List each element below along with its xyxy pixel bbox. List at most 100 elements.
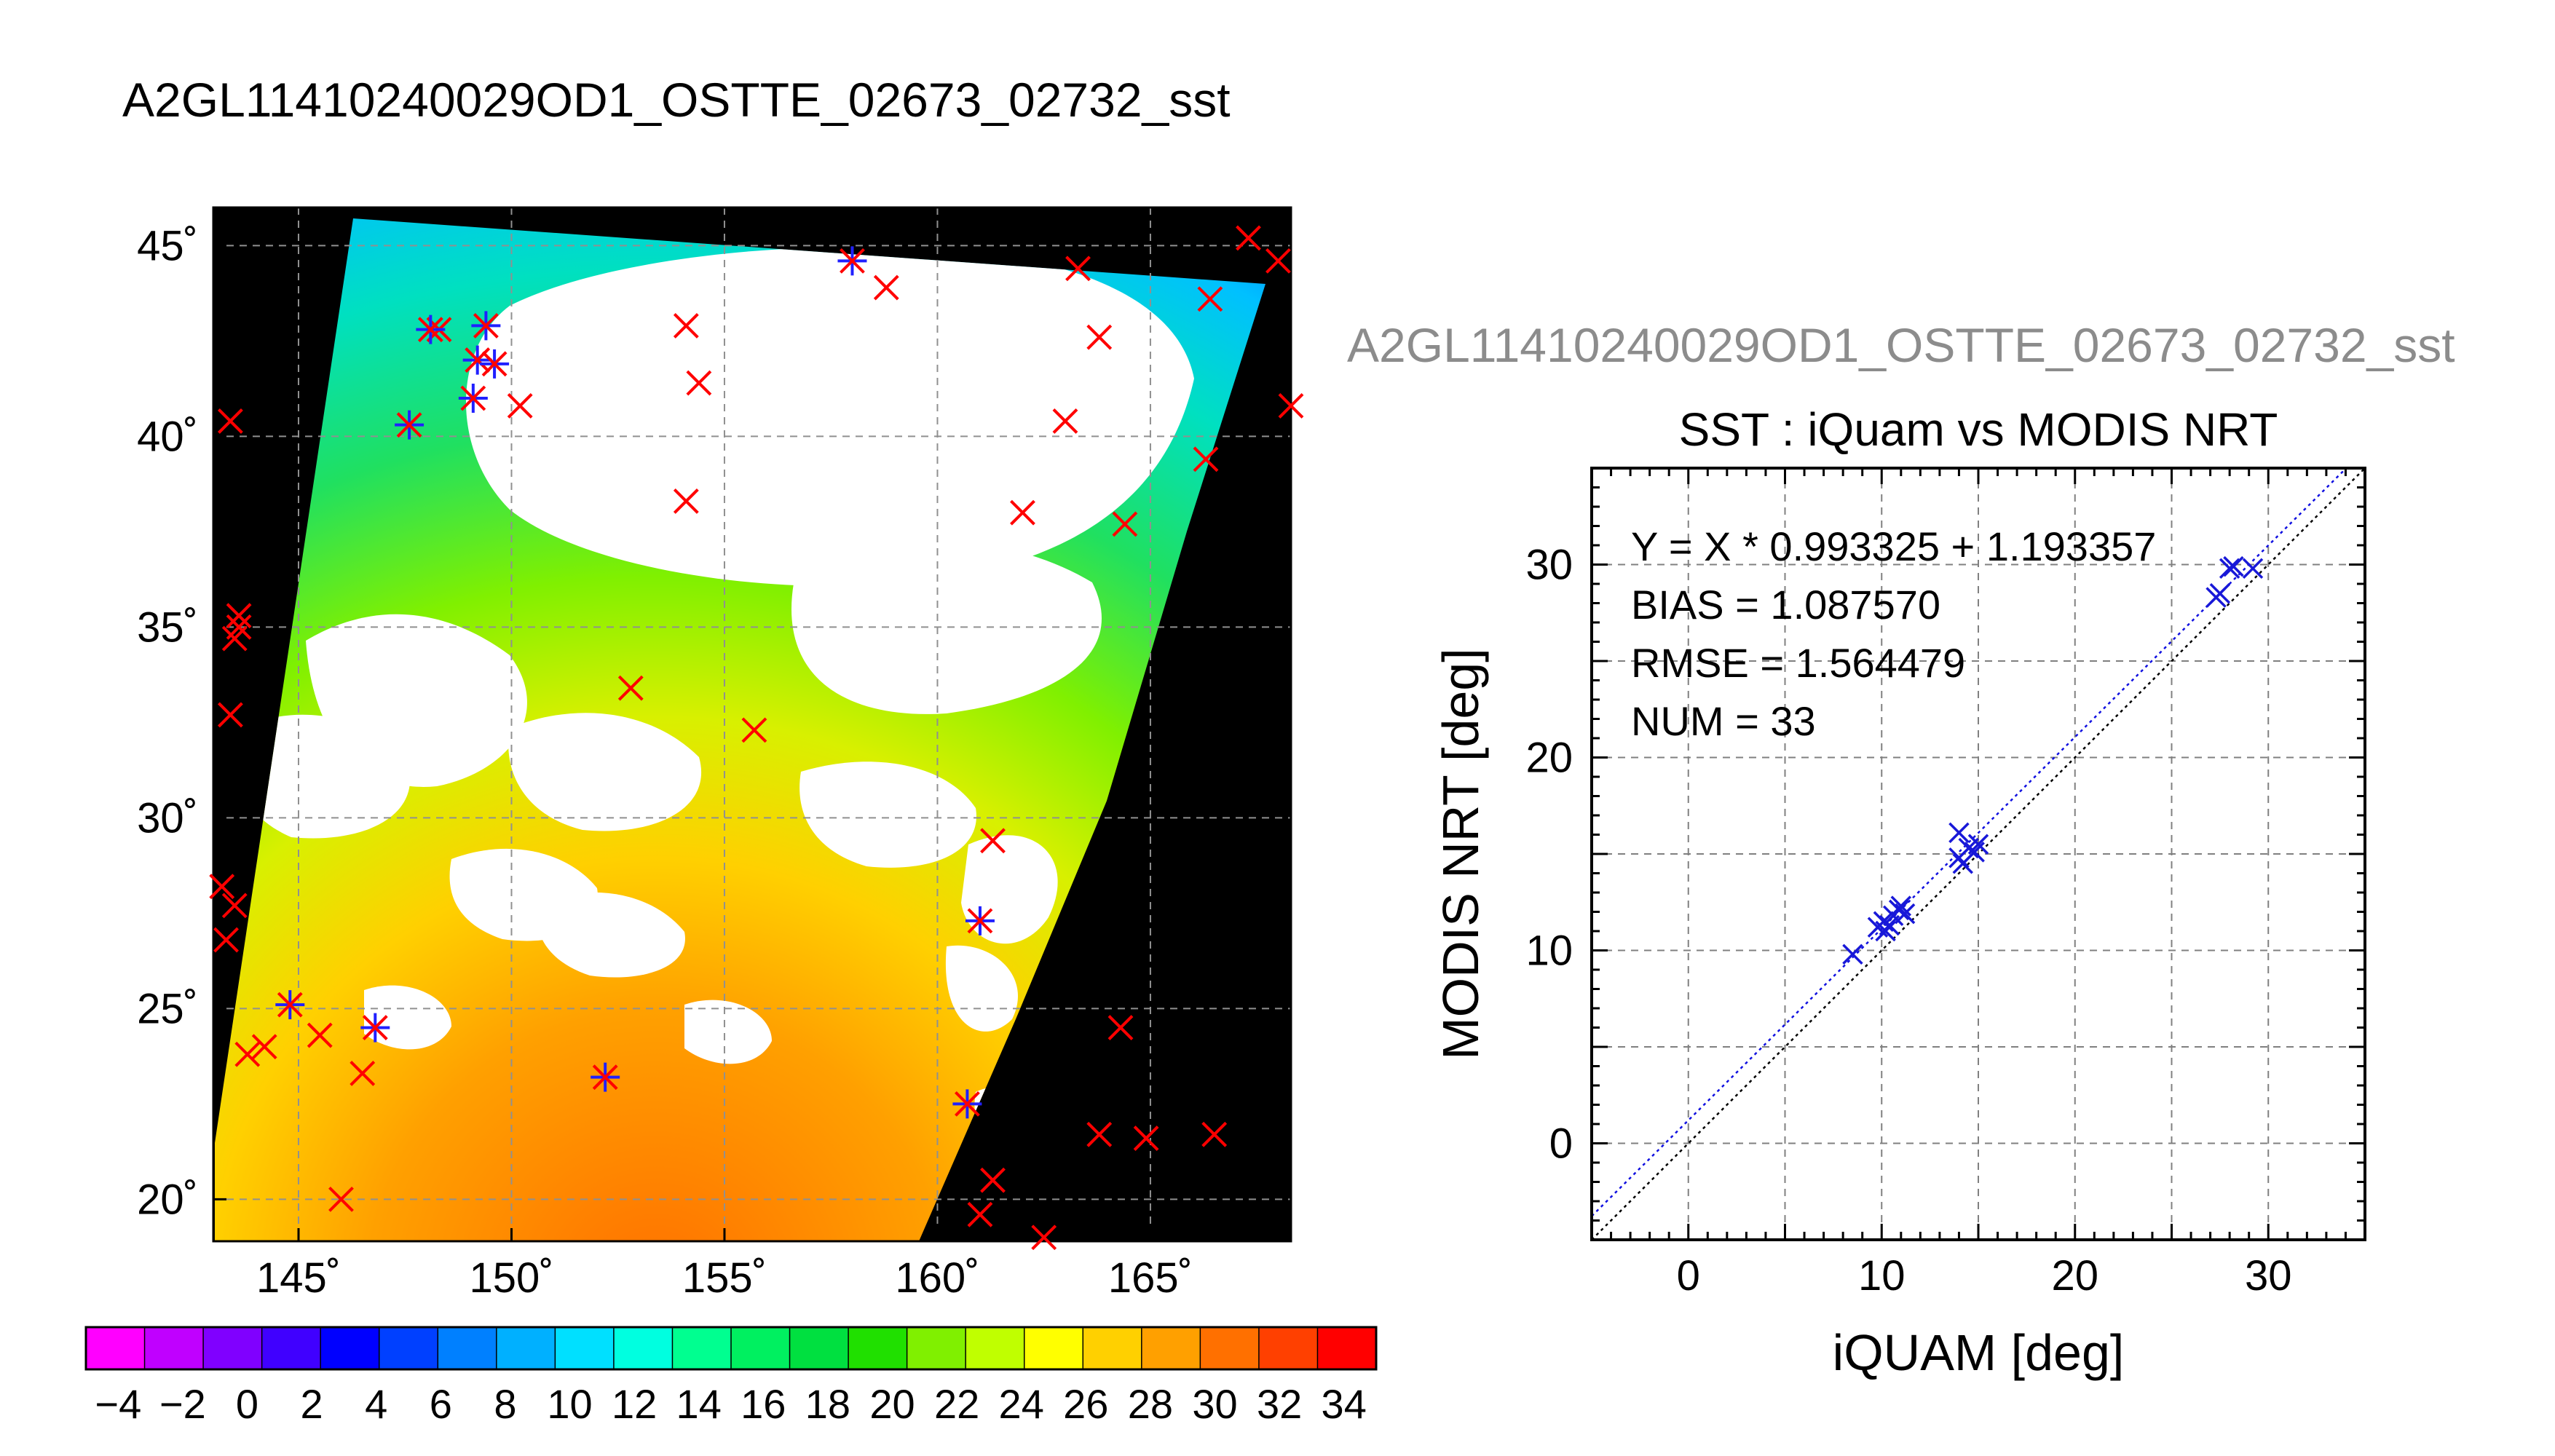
map-x-tick-label: 145˚ [256,1254,341,1302]
colorbar-tick-label: 10 [547,1381,592,1427]
red-x-marker [1236,225,1261,251]
colorbar-tick-label: −2 [159,1381,206,1427]
red-x-marker [328,1186,354,1212]
scatter-point [1879,914,1900,936]
scatter-title: SST : iQuam vs MODIS NRT [1679,403,2278,456]
scatter-point [1964,842,1985,863]
colorbar-swatch [1024,1327,1083,1369]
red-x-marker [1086,1121,1113,1147]
blue-star-marker [965,906,995,935]
blue-star-marker [462,345,492,375]
map-markers [209,225,1304,1251]
blue-star-marker [591,1062,620,1092]
colorbar-tick-label: 26 [1063,1381,1108,1427]
colorbar-tick-label: 34 [1322,1381,1367,1427]
red-x-marker [221,625,248,652]
scatter-point [1842,943,1863,965]
red-x-marker [967,1201,993,1227]
map-y-tick-label: 35˚ [137,604,198,651]
red-x-marker [234,1041,261,1067]
red-x-marker [1278,393,1304,419]
scatter-stat-line: Y = X * 0.993325 + 1.193357 [1631,523,2156,569]
colorbar-swatch [144,1327,204,1369]
scatter-points [1842,555,2264,965]
fit-line [1592,468,2348,1217]
page-title: A2GL11410240029OD1_OSTTE_02673_02732_sst [122,73,1231,127]
colorbar-swatch [789,1327,849,1369]
scatter-point [1873,911,1895,932]
scatter-stat-line: RMSE = 1.564479 [1631,640,1965,686]
scatter-x-tick-labels: 0 10 20 30 [1677,1252,2292,1299]
colorbar-swatch [1258,1327,1319,1369]
colorbar: −4 −2 0 2 4 6 8 10 12 14 16 18 20 22 24 26 28 30 32 34 [84,1326,1378,1427]
colorbar-tick-label: 2 [301,1381,323,1427]
scatter-x-tick-label: 30 [2245,1252,2292,1299]
colorbar-tick-label: 8 [494,1381,516,1427]
blue-star-marker [458,383,488,413]
colorbar-tick-label: 24 [999,1381,1044,1427]
colorbar-swatch [613,1327,674,1369]
scatter-x-tick-label: 0 [1677,1252,1700,1299]
colorbar-tick-label: 32 [1257,1381,1302,1427]
red-x-marker [1065,256,1091,282]
map-x-tick-label: 165˚ [1108,1254,1193,1302]
red-x-marker [307,1022,333,1048]
scatter-y-tick-labels: 0 10 20 30 [1525,542,1573,1168]
sst-map-panel: 145˚ 150˚ 155˚ 160˚ 165˚ 20˚ 25˚ 30˚ 35˚ 40˚ 45˚ [137,206,1304,1302]
colorbar-swatch [965,1327,1025,1369]
colorbar-swatch [1317,1327,1377,1369]
map-gridlines [213,207,1291,1241]
colorbar-swatch [848,1327,908,1369]
colorbar-tick-label: 12 [612,1381,657,1427]
map-y-tick-label: 20˚ [137,1176,198,1223]
map-y-tick-labels: 20˚ 25˚ 30˚ 35˚ 40˚ 45˚ [137,222,198,1223]
colorbar-swatch [672,1327,732,1369]
scatter-point [2219,558,2240,579]
red-x-marker [617,675,644,701]
colorbar-tick-label: 22 [934,1381,979,1427]
scatter-ticks [1592,468,2365,1240]
map-frame [212,206,1292,1243]
blue-star-marker [837,246,867,276]
red-x-marker [507,393,533,419]
red-x-marker [350,1061,376,1086]
map-x-tick-label: 155˚ [682,1254,767,1302]
scatter-gridlines [1592,468,2365,1240]
colorbar-swatch [907,1327,966,1369]
blue-star-marker [275,990,305,1020]
scatter-lines [1592,468,2365,1240]
blue-star-marker [480,349,510,379]
red-x-marker [1201,1121,1228,1147]
colorbar-swatch [1083,1327,1142,1369]
red-x-marker [873,274,899,301]
colorbar-frame [84,1326,1378,1371]
blue-star-marker [395,410,424,440]
red-x-marker [1107,1015,1134,1040]
blue-star-marker [416,314,446,344]
red-x-marker [251,1034,277,1060]
scatter-x-tick-label: 10 [1858,1252,1906,1299]
scatter-point [2242,558,2264,579]
blue-star-marker [952,1089,982,1119]
scatter-subtitle: A2GL11410240029OD1_OSTTE_02673_02732_sst [1347,318,2455,372]
colorbar-tick-labels: −4 −2 0 2 4 6 8 10 12 14 16 18 20 22 24 26 28 30 32 34 [95,1381,1366,1427]
scatter-point [2209,583,2231,604]
map-x-tick-label: 150˚ [469,1254,553,1302]
scatter-point [1890,895,1912,917]
scatter-y-tick-label: 20 [1525,735,1573,782]
red-x-marker [221,893,248,919]
red-x-marker [980,1167,1006,1193]
scatter-point [2223,555,2244,577]
map-x-tick-labels: 145˚ 150˚ 155˚ 160˚ 165˚ [256,1254,1193,1302]
scatter-x-tick-label: 20 [2051,1252,2098,1299]
map-y-tick-label: 30˚ [137,794,198,842]
colorbar-swatch [1200,1327,1260,1369]
colorbar-swatch [203,1327,263,1369]
scatter-point [1888,899,1910,921]
red-x-marker [1197,286,1223,312]
scatter-panel: A2GL11410240029OD1_OSTTE_02673_02732_sst… [1347,318,2455,1381]
colorbar-swatch [496,1327,556,1369]
colorbar-swatch [86,1327,146,1369]
red-x-marker [226,603,252,629]
